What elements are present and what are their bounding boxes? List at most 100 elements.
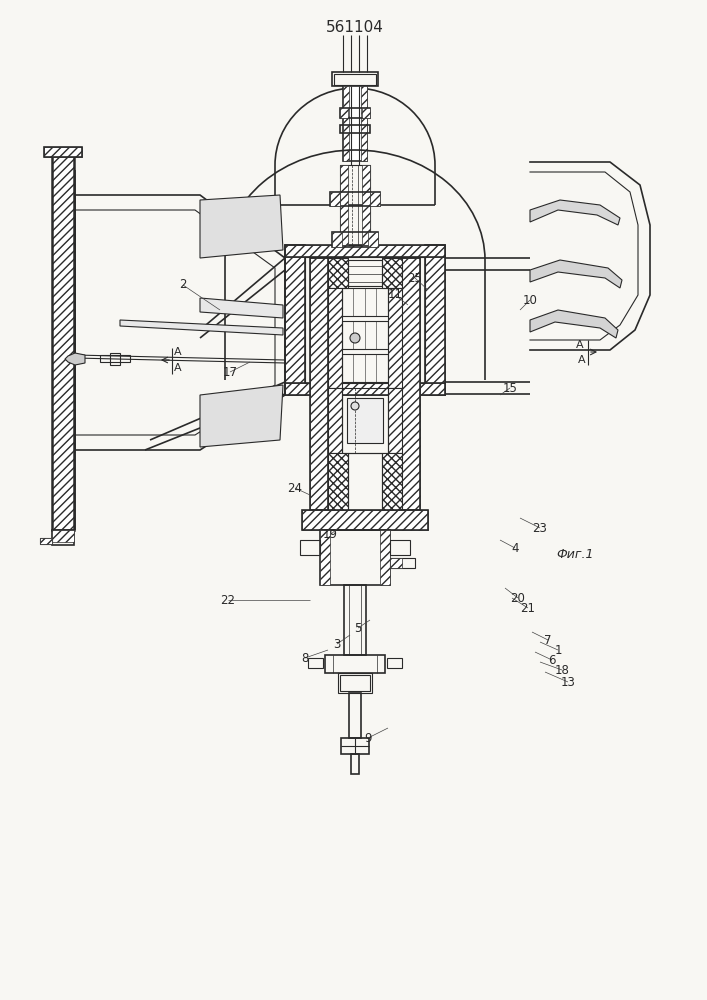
Polygon shape — [530, 310, 618, 338]
Text: 25: 25 — [407, 271, 423, 284]
Text: 24: 24 — [288, 482, 303, 494]
Bar — [285, 245, 305, 395]
Text: 22: 22 — [221, 593, 235, 606]
Text: 3: 3 — [333, 638, 341, 650]
Bar — [343, 86, 367, 161]
Text: 8: 8 — [301, 652, 309, 664]
Bar — [328, 453, 348, 510]
Bar — [340, 675, 370, 691]
Bar — [344, 585, 366, 655]
Bar — [310, 258, 328, 510]
Bar — [382, 453, 402, 510]
Bar — [348, 453, 382, 510]
Polygon shape — [200, 298, 283, 318]
Bar — [387, 658, 402, 668]
Text: 15: 15 — [503, 381, 518, 394]
Bar — [320, 530, 390, 585]
Text: 17: 17 — [223, 365, 238, 378]
Bar — [308, 658, 323, 668]
Bar — [362, 108, 370, 118]
Text: 19: 19 — [322, 528, 337, 542]
Bar — [340, 125, 370, 133]
Text: A: A — [576, 340, 584, 350]
Bar — [328, 388, 342, 453]
Circle shape — [350, 333, 360, 343]
Bar — [370, 192, 380, 206]
Bar — [328, 258, 348, 288]
Bar — [361, 86, 367, 161]
Bar — [340, 165, 348, 245]
Bar — [342, 288, 388, 316]
Bar — [302, 510, 428, 530]
Bar — [300, 540, 320, 555]
Bar — [40, 538, 52, 544]
Bar — [390, 558, 402, 568]
Text: 7: 7 — [544, 634, 551, 647]
Bar — [347, 398, 383, 443]
Bar — [332, 232, 378, 247]
Bar — [343, 86, 349, 161]
Text: Фиг.1: Фиг.1 — [556, 548, 594, 562]
Text: 18: 18 — [554, 664, 569, 676]
Bar — [100, 355, 130, 362]
Bar — [340, 108, 370, 118]
Bar — [351, 754, 359, 774]
Bar — [342, 321, 388, 349]
Bar — [332, 232, 342, 247]
Text: 11: 11 — [387, 288, 402, 302]
Bar — [341, 738, 369, 754]
Bar — [110, 353, 120, 365]
Text: 1: 1 — [554, 644, 562, 656]
Text: 5: 5 — [354, 621, 362, 635]
Bar — [310, 258, 328, 510]
Text: 23: 23 — [532, 522, 547, 534]
Bar — [328, 388, 342, 453]
Bar — [285, 383, 445, 395]
Text: 2: 2 — [180, 278, 187, 292]
Bar — [388, 288, 402, 388]
Bar — [390, 540, 410, 555]
Polygon shape — [65, 353, 85, 365]
Text: 561104: 561104 — [326, 20, 384, 35]
Bar — [342, 354, 388, 382]
Text: A: A — [174, 363, 182, 373]
Bar — [388, 288, 402, 388]
Polygon shape — [120, 320, 283, 335]
Bar — [334, 74, 376, 85]
Bar — [338, 673, 372, 693]
Circle shape — [351, 402, 359, 410]
Bar — [425, 245, 445, 395]
Bar — [340, 165, 370, 245]
Bar — [388, 388, 402, 453]
Bar — [328, 453, 348, 510]
Polygon shape — [200, 195, 283, 258]
Polygon shape — [530, 260, 622, 288]
Bar — [330, 192, 340, 206]
Bar — [285, 245, 305, 395]
Bar — [52, 530, 74, 542]
Bar — [382, 258, 402, 288]
Bar — [305, 257, 425, 383]
Bar — [328, 288, 342, 388]
Text: 13: 13 — [561, 676, 575, 688]
Bar — [285, 245, 445, 257]
Bar — [52, 530, 74, 545]
Bar — [402, 258, 420, 510]
Bar — [328, 258, 348, 288]
Bar — [40, 538, 52, 544]
Text: 20: 20 — [510, 591, 525, 604]
Bar — [382, 453, 402, 510]
Bar — [380, 530, 390, 585]
Text: 6: 6 — [548, 654, 556, 666]
Polygon shape — [200, 385, 283, 447]
Bar — [349, 693, 361, 738]
Text: 21: 21 — [520, 601, 535, 614]
Bar — [320, 530, 330, 585]
Bar — [362, 165, 370, 245]
Bar — [330, 192, 380, 206]
Bar — [348, 260, 382, 286]
Bar — [342, 388, 388, 453]
Text: A: A — [174, 347, 182, 357]
Bar — [402, 258, 420, 510]
Bar — [340, 108, 348, 118]
